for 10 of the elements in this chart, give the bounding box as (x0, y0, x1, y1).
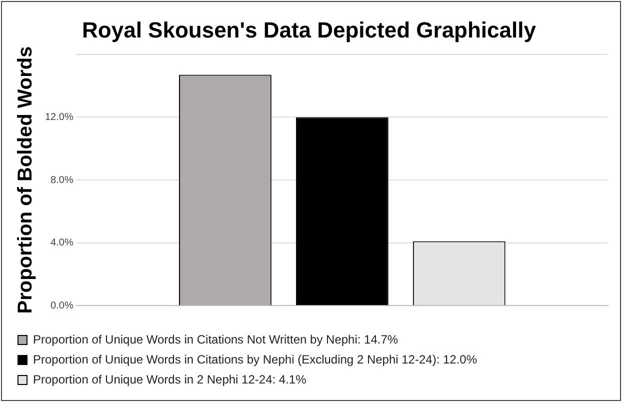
legend-label: Proportion of Unique Words in 2 Nephi 12-24: 4.1% (33, 372, 307, 386)
y-tick-label: 4.0% (50, 238, 74, 249)
bar (296, 117, 388, 306)
y-tick-label: 12.0% (44, 112, 74, 123)
y-tick-label: 0.0% (50, 300, 74, 312)
legend-label: Proportion of Unique Words in Citations by Nephi (Excluding 2 Nephi 12-24): 12.0% (33, 352, 478, 366)
chart-title: Royal Skousen's Data Depicted Graphically (82, 17, 537, 42)
y-tick-label: 8.0% (50, 174, 74, 186)
y-axis-title: Proportion of Bolded Words (14, 46, 37, 314)
legend-label: Proportion of Unique Words in Citations Not Written by Nephi: 14.7% (33, 332, 398, 346)
